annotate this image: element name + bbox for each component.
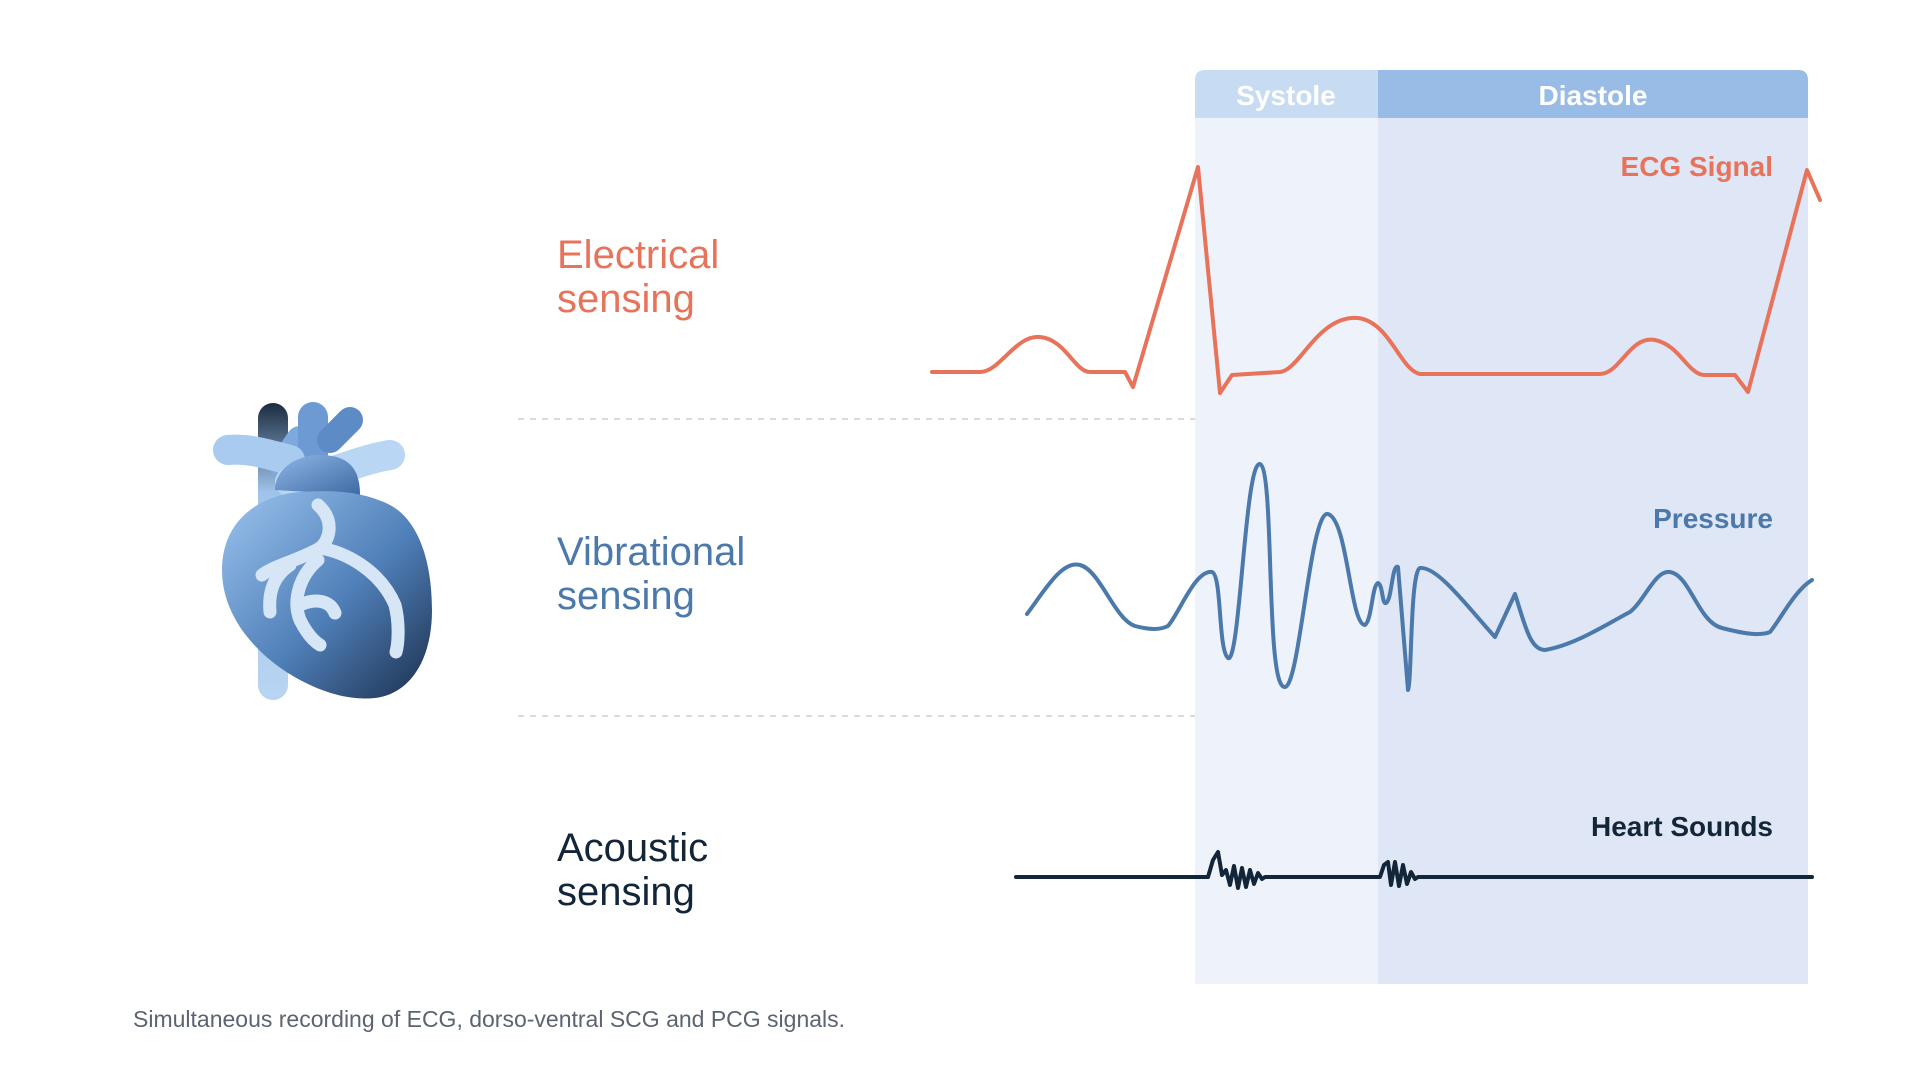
pressure-waveform (1025, 461, 1814, 692)
heart-sounds-signal-label: Heart Sounds (1591, 811, 1773, 842)
systole-region (1195, 118, 1378, 984)
diastole-label: Diastole (1539, 80, 1648, 111)
diastole-header (1378, 70, 1808, 118)
vibrational-sensing-label: Vibrational sensing (557, 530, 746, 618)
phase-backgrounds (1195, 118, 1808, 984)
heart-anatomy-icon (213, 402, 432, 700)
systole-header (1195, 70, 1378, 118)
ecg-waveform (930, 165, 1822, 395)
pressure-signal-label: Pressure (1653, 503, 1773, 534)
acoustic-sensing-label: Acoustic sensing (557, 826, 709, 914)
diastole-region (1378, 118, 1808, 984)
heart-sounds-waveform (1014, 850, 1814, 890)
systole-label: Systole (1236, 80, 1336, 111)
phase-header: Systole Diastole (1195, 70, 1808, 118)
electrical-sensing-label: Electrical sensing (557, 233, 720, 321)
ecg-signal-label: ECG Signal (1621, 151, 1773, 182)
figure-caption: Simultaneous recording of ECG, dorso-ven… (133, 1006, 846, 1032)
